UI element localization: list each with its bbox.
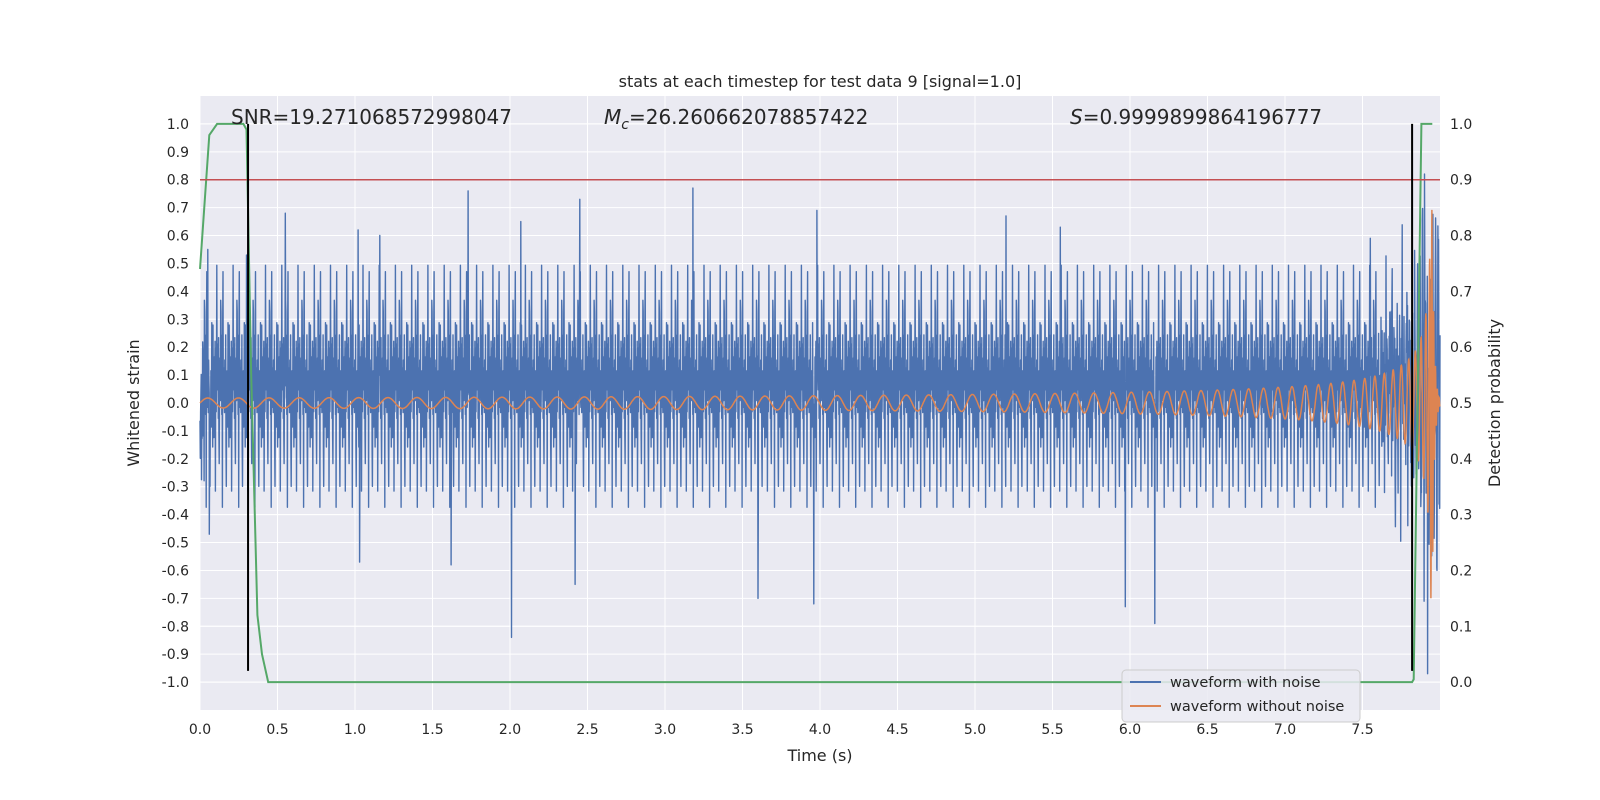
y-tick-label: 0.8: [167, 173, 189, 189]
y-tick-label: 0.4: [167, 284, 189, 300]
legend: waveform with noise waveform without noi…: [1122, 670, 1360, 722]
y-tick-label: 0.9: [167, 145, 189, 161]
y-axis-label: Whitened strain: [124, 339, 143, 466]
legend-label-clean: waveform without noise: [1170, 699, 1344, 715]
y-tick-label: 0.0: [167, 396, 189, 412]
y-tick-label: -0.2: [162, 452, 189, 468]
y2-tick-label: 0.9: [1450, 173, 1472, 189]
y2-tick-label: 0.2: [1450, 563, 1472, 579]
s-value: =0.9999899864196777: [1083, 105, 1322, 129]
y2-axis-label: Detection probability: [1485, 319, 1504, 487]
y-tick-label: 0.6: [167, 229, 189, 245]
x-tick-label: 3.0: [654, 722, 676, 738]
chart: 0.0 0.5 1.0 1.5 2.0 2.5 3.0 3.5 4.0 4.5 5.0 5.5 6.0 6…: [0, 0, 1600, 800]
y-tick-label: 1.0: [167, 117, 189, 133]
y-tick-label: -0.5: [162, 536, 189, 552]
x-tick-label: 7.0: [1274, 722, 1296, 738]
y-tick-label: -0.3: [162, 480, 189, 496]
x-axis-label: Time (s): [786, 746, 852, 765]
y2-tick-label: 0.3: [1450, 508, 1472, 524]
y-tick-label: -1.0: [162, 675, 189, 691]
y-tick-label: -0.1: [162, 424, 189, 440]
y2-tick-label: 0.6: [1450, 340, 1472, 356]
x-tick-label: 4.5: [886, 722, 908, 738]
y-tick-label: -0.8: [162, 619, 189, 635]
y2-tick-label: 1.0: [1450, 117, 1472, 133]
legend-label-noise: waveform with noise: [1170, 675, 1321, 691]
chirp-mass-annotation: Mc=26.260662078857422: [604, 105, 868, 133]
y2-tick-label: 0.4: [1450, 452, 1472, 468]
x-tick-label: 6.5: [1196, 722, 1218, 738]
s-annotation: S=0.9999899864196777: [1070, 105, 1322, 129]
y-tick-label: 0.3: [167, 312, 189, 328]
y-tick-label: -0.6: [162, 563, 189, 579]
chirp-mass-symbol: M: [604, 105, 621, 129]
x-tick-label: 2.0: [499, 722, 521, 738]
y-tick-label: -0.9: [162, 647, 189, 663]
chirp-mass-value: =26.260662078857422: [629, 105, 868, 129]
y-tick-label: 0.1: [167, 368, 189, 384]
x-tick-label: 5.0: [964, 722, 986, 738]
y-tick-label: 0.2: [167, 340, 189, 356]
y-tick-label: -0.7: [162, 591, 189, 607]
s-symbol: S: [1070, 105, 1083, 129]
y2-tick-label: 0.8: [1450, 229, 1472, 245]
x-tick-label: 1.0: [344, 722, 366, 738]
y2-tick-label: 0.0: [1450, 675, 1472, 691]
y2-tick-label: 0.5: [1450, 396, 1472, 412]
x-tick-label: 0.5: [266, 722, 288, 738]
x-tick-label: 2.5: [576, 722, 598, 738]
y-tick-label: 0.5: [167, 256, 189, 272]
x-tick-label: 7.5: [1351, 722, 1373, 738]
x-tick-label: 6.0: [1119, 722, 1141, 738]
x-tick-label: 4.0: [809, 722, 831, 738]
x-tick-label: 0.0: [189, 722, 211, 738]
x-tick-label: 1.5: [421, 722, 443, 738]
y2-tick-label: 0.1: [1450, 619, 1472, 635]
x-tick-label: 3.5: [731, 722, 753, 738]
chart-title: stats at each timestep for test data 9 […: [619, 72, 1022, 91]
y2-tick-label: 0.7: [1450, 284, 1472, 300]
y-tick-label: 0.7: [167, 201, 189, 217]
x-tick-label: 5.5: [1041, 722, 1063, 738]
snr-annotation: SNR=19.271068572998047: [231, 105, 512, 129]
y-tick-label: -0.4: [162, 508, 189, 524]
